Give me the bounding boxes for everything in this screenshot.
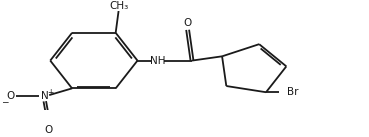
Text: N: N: [41, 91, 49, 101]
Text: O: O: [6, 91, 14, 101]
Text: O: O: [183, 18, 192, 28]
Text: −: −: [1, 97, 8, 106]
Text: +: +: [48, 88, 54, 97]
Text: CH₃: CH₃: [109, 1, 128, 11]
Text: O: O: [44, 125, 52, 135]
Text: NH: NH: [150, 56, 165, 66]
Text: Br: Br: [287, 87, 299, 97]
